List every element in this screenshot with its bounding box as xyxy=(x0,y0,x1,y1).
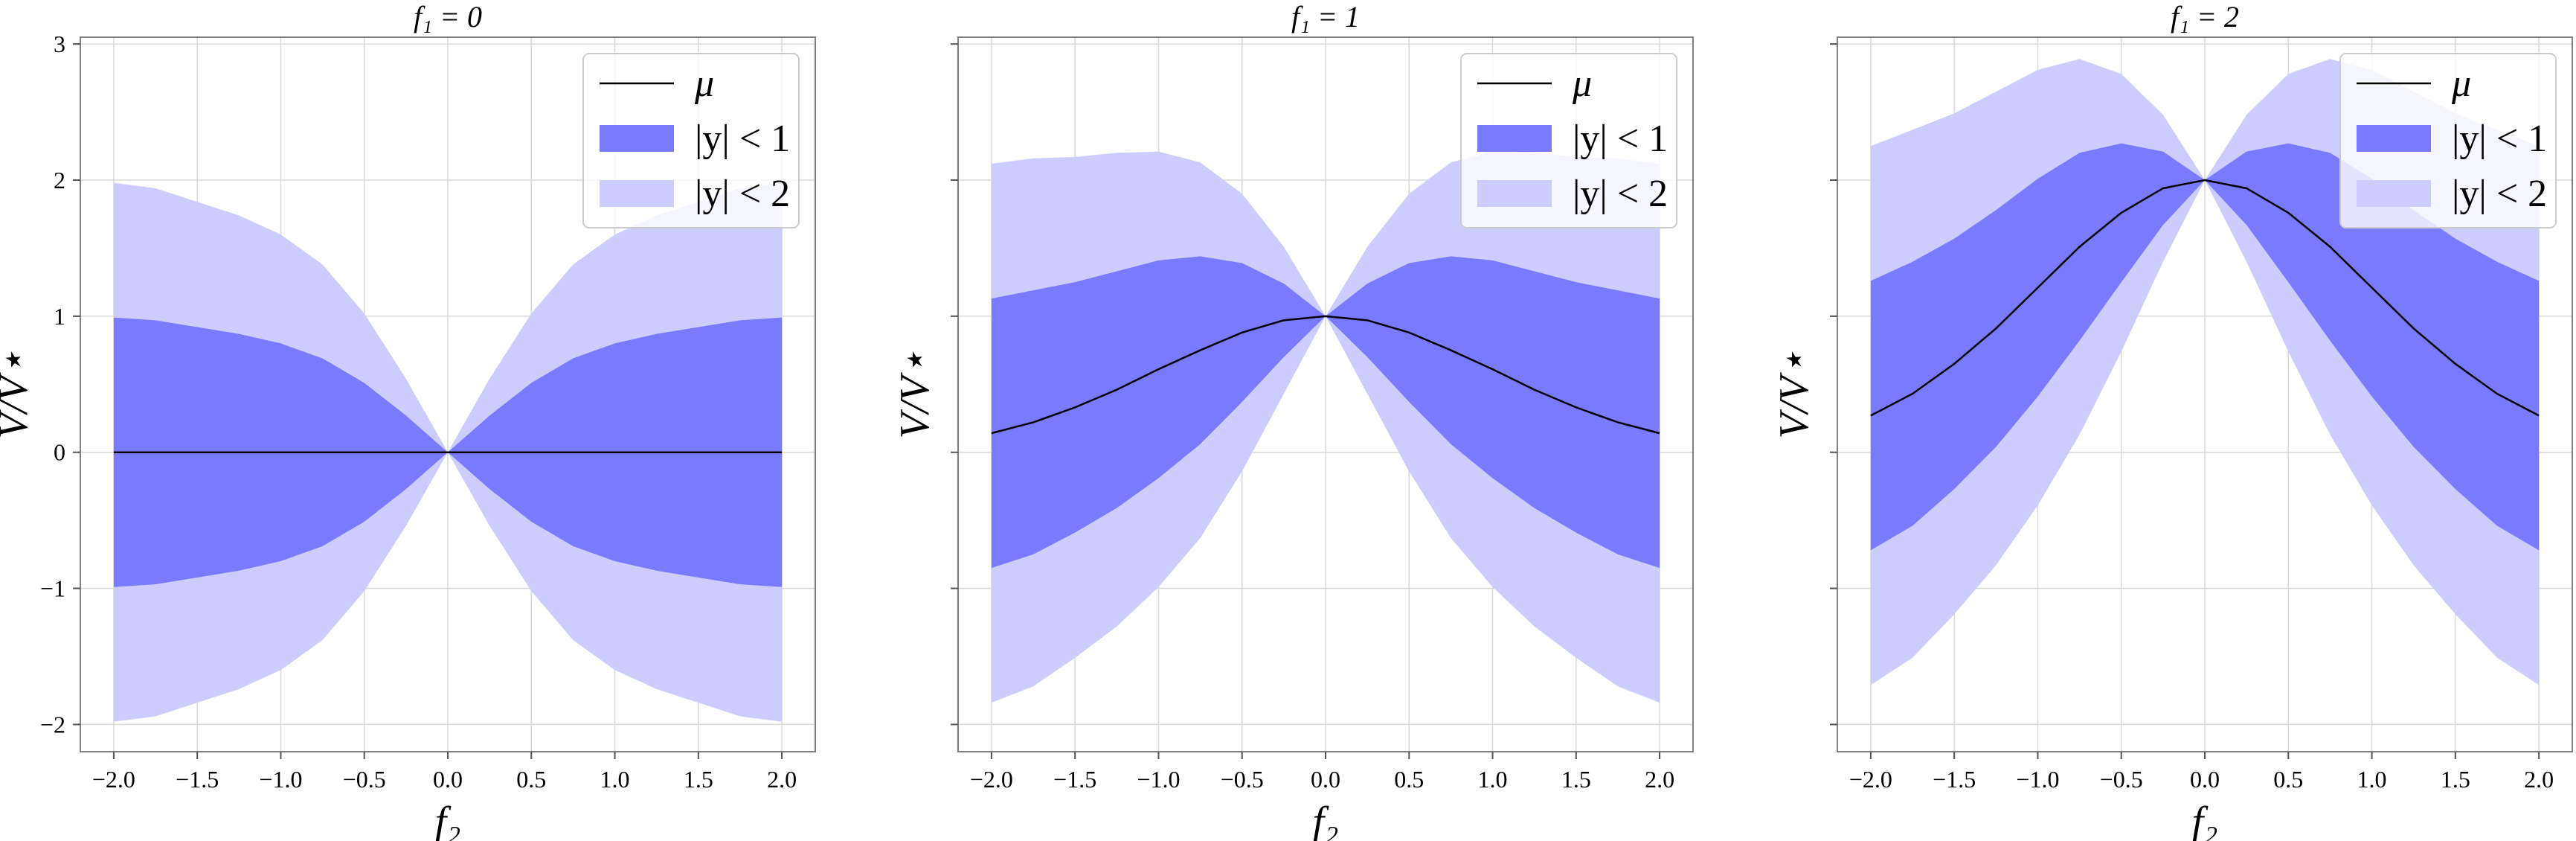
x-tick-label: 1.5 xyxy=(1561,766,1591,793)
x-tick-label: 0.0 xyxy=(433,766,463,793)
x-tick-label: −2.0 xyxy=(970,766,1013,793)
x-axis-label: f₂ xyxy=(1312,799,1338,841)
y-tick-label: 0 xyxy=(54,439,65,466)
y-tick-label: 2 xyxy=(54,167,65,194)
x-tick-label: −1.5 xyxy=(176,766,219,793)
mean-line xyxy=(1870,179,2540,417)
panel-title: f₁ = 0 xyxy=(414,0,482,33)
legend-label: |y| < 2 xyxy=(2452,173,2547,215)
y-tick-label: −1 xyxy=(40,575,65,602)
legend-label: μ xyxy=(1572,63,1592,105)
x-tick-label: 1.0 xyxy=(1478,766,1508,793)
x-tick-label: −1.0 xyxy=(2016,766,2059,793)
y-tick-label: 3 xyxy=(54,31,65,57)
x-tick-label: 2.0 xyxy=(1645,766,1674,793)
legend-swatch-band1 xyxy=(2357,125,2431,152)
x-tick-label: −1.5 xyxy=(1933,766,1976,793)
panel-1: −2.0 −1.5 −1.0 −0.5 0.0 0.5 1.0 1.5 2.0 −2 −1 0 1 2 3 f… xyxy=(0,0,816,841)
legend-label: μ xyxy=(2451,63,2471,105)
x-tick-label: 1.5 xyxy=(2441,766,2470,793)
y-tick-label: 1 xyxy=(54,303,65,330)
x-axis-label: f₂ xyxy=(434,799,460,841)
x-tick-label: 0.5 xyxy=(1394,766,1424,793)
panel-3: −2.0 −1.5 −1.0 −0.5 0.0 0.5 1.0 1.5 2.0 f₁ = 2 f₂ V… xyxy=(1771,0,2573,841)
y-tick-label: −2 xyxy=(40,711,65,738)
legend-label: |y| < 1 xyxy=(2452,118,2547,160)
x-axis-label: f₂ xyxy=(2191,799,2217,841)
legend-swatch-band2 xyxy=(1477,180,1552,207)
legend-swatch-band1 xyxy=(1477,125,1552,152)
x-tick-label: −0.5 xyxy=(1221,766,1264,793)
x-tick-label: 0.5 xyxy=(516,766,546,793)
y-axis-label: V/V⋆ xyxy=(892,350,938,438)
x-tick-label: −2.0 xyxy=(92,766,135,793)
band-1sigma xyxy=(991,256,1660,569)
legend-swatch-band2 xyxy=(600,180,674,207)
legend: μ |y| < 1 |y| < 2 xyxy=(2339,53,2557,228)
legend: μ |y| < 1 |y| < 2 xyxy=(582,53,800,228)
panel-title: f₁ = 2 xyxy=(2171,0,2239,33)
legend: μ |y| < 1 |y| < 2 xyxy=(1460,53,1677,228)
x-tick-label: 1.0 xyxy=(600,766,630,793)
x-tick-label: 2.0 xyxy=(767,766,797,793)
x-tick-label: 0.5 xyxy=(2273,766,2303,793)
panel-2: −2.0 −1.5 −1.0 −0.5 0.0 0.5 1.0 1.5 2.0 f₁ = 1 f₂ V… xyxy=(892,0,1694,841)
legend-label: |y| < 2 xyxy=(695,173,790,215)
band-1sigma xyxy=(1870,143,2540,551)
x-tick-label: −1.0 xyxy=(1137,766,1180,793)
panel-title: f₁ = 1 xyxy=(1291,0,1360,33)
x-tick-label: 2.0 xyxy=(2524,766,2554,793)
y-axis-label: V/V⋆ xyxy=(0,350,36,438)
legend-label: μ xyxy=(694,63,714,105)
x-tick-label: −1.5 xyxy=(1053,766,1096,793)
mean-line xyxy=(991,315,1660,435)
legend-swatch-band2 xyxy=(2357,180,2431,207)
x-tick-label: 0.0 xyxy=(2190,766,2220,793)
legend-swatch-band1 xyxy=(600,125,674,152)
x-tick-label: 1.0 xyxy=(2357,766,2387,793)
x-tick-label: −1.0 xyxy=(259,766,302,793)
x-tick-label: 1.5 xyxy=(684,766,713,793)
y-axis-label: V/V⋆ xyxy=(1771,350,1817,438)
legend-label: |y| < 2 xyxy=(1573,173,1668,215)
legend-label: |y| < 1 xyxy=(1573,118,1668,160)
legend-label: |y| < 1 xyxy=(695,118,790,160)
x-tick-label: −0.5 xyxy=(2100,766,2143,793)
x-tick-label: −0.5 xyxy=(343,766,386,793)
x-tick-label: 0.0 xyxy=(1311,766,1340,793)
x-tick-label: −2.0 xyxy=(1849,766,1892,793)
